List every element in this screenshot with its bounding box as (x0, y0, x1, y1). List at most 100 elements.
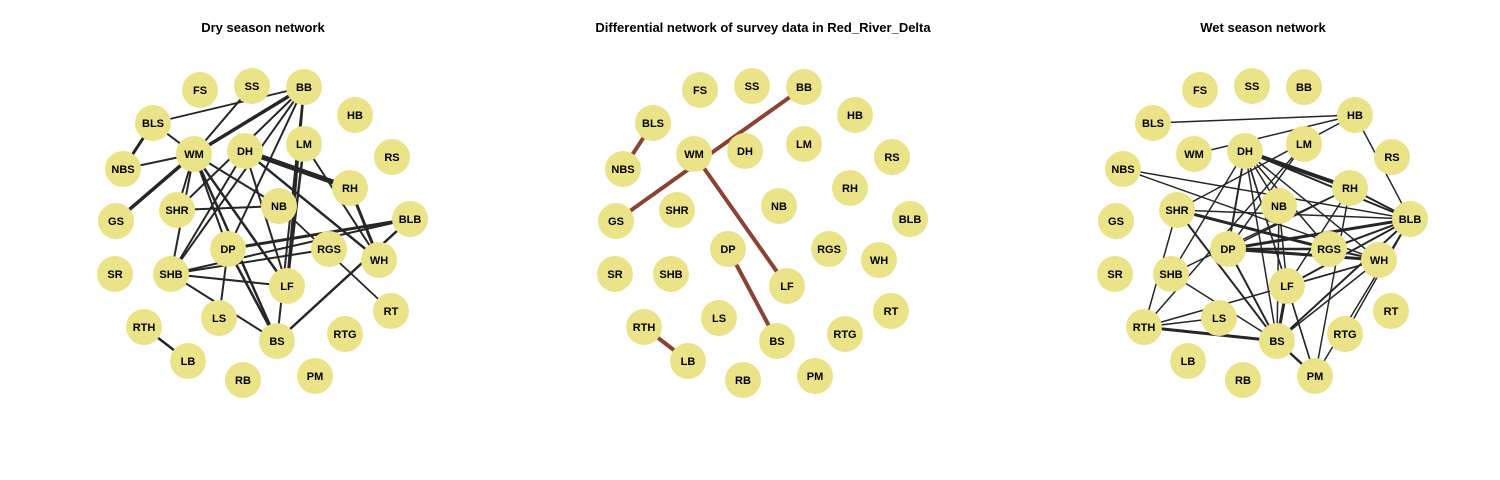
node-bb (286, 69, 322, 105)
node-label-rh: RH (1342, 183, 1358, 195)
node-label-rt: RT (1384, 306, 1399, 318)
edge-blb-pm (1314, 218, 1411, 377)
node-label-ls: LS (212, 313, 226, 325)
node-pm (797, 358, 833, 394)
node-label-bls: BLS (142, 118, 164, 130)
node-label-blb: BLB (1399, 214, 1422, 226)
differential-nodes: FS SS BB HB BLS WM DH LM RS NBS RH GS SHR NB BLB DP RGS W… (597, 68, 928, 398)
node-label-rgs: RGS (817, 244, 841, 256)
node-label-bls: BLS (1142, 118, 1164, 130)
node-label-bs: BS (769, 336, 784, 348)
edge-shr-bs (1176, 209, 1278, 342)
node-bs (1259, 323, 1295, 359)
node-label-ss: SS (1245, 81, 1260, 93)
node-label-shr: SHR (165, 205, 188, 217)
node-rb (725, 362, 761, 398)
edge-dh-lf (244, 150, 288, 287)
node-label-rs: RS (1384, 152, 1399, 164)
node-label-ls: LS (712, 313, 726, 325)
node-rs (1374, 139, 1410, 175)
node-label-bs: BS (1269, 336, 1284, 348)
node-label-rth: RTH (1133, 322, 1156, 334)
node-label-wh: WH (870, 255, 888, 267)
edge-dh-bs (1244, 150, 1278, 342)
node-label-sr: SR (1107, 269, 1122, 281)
node-label-wh: WH (370, 255, 388, 267)
node-ls (1201, 300, 1237, 336)
node-label-fs: FS (193, 85, 207, 97)
node-pm (297, 358, 333, 394)
node-label-dp: DP (720, 244, 735, 256)
node-rs (874, 139, 910, 175)
node-label-blb: BLB (899, 214, 922, 226)
node-label-rh: RH (342, 183, 358, 195)
edge-wm-lf (192, 152, 289, 288)
node-label-ls: LS (1212, 313, 1226, 325)
node-shb (1153, 256, 1189, 292)
node-label-rb: RB (1235, 375, 1251, 387)
node-lf (1269, 268, 1305, 304)
node-label-nb: NB (1271, 201, 1287, 213)
node-lf (769, 268, 805, 304)
node-label-rs: RS (884, 152, 899, 164)
node-label-lf: LF (780, 281, 794, 293)
node-fs (1182, 72, 1218, 108)
node-nb (761, 188, 797, 224)
edge-bls-bb (152, 86, 305, 124)
node-rb (225, 362, 261, 398)
node-wm (1176, 136, 1212, 172)
node-label-lb: LB (681, 356, 696, 368)
node-rth (1126, 309, 1162, 345)
edge-bb-shb (170, 86, 305, 275)
node-label-rs: RS (384, 152, 399, 164)
node-lf (269, 268, 305, 304)
node-label-lm: LM (796, 139, 812, 151)
node-nbs (105, 151, 141, 187)
node-bb (786, 69, 822, 105)
edge-dh-shb (170, 150, 246, 275)
node-sr (1097, 256, 1133, 292)
node-bb (1286, 69, 1322, 105)
edge-shb-lf (170, 273, 288, 287)
edge-dp-blb (226, 217, 412, 251)
node-sr (597, 256, 633, 292)
node-label-gs: GS (108, 216, 124, 228)
node-lm (1286, 126, 1322, 162)
node-label-rth: RTH (133, 322, 156, 334)
node-label-rb: RB (735, 375, 751, 387)
edge-dh-blb (1244, 150, 1411, 220)
node-label-hb: HB (1347, 110, 1363, 122)
node-label-rtg: RTG (1333, 329, 1356, 341)
edge-shr-rgs (1175, 208, 1331, 251)
node-label-rgs: RGS (1317, 244, 1341, 256)
node-lm (786, 126, 822, 162)
node-gs (1098, 203, 1134, 239)
node-label-shr: SHR (665, 205, 688, 217)
node-label-wm: WM (684, 149, 704, 161)
node-bs (259, 323, 295, 359)
node-dh (1227, 133, 1263, 169)
node-label-dh: DH (237, 146, 253, 158)
node-label-rb: RB (235, 375, 251, 387)
node-wh (861, 242, 897, 278)
node-label-pm: PM (1307, 371, 1324, 383)
node-rtg (1327, 316, 1363, 352)
node-rh (1332, 170, 1368, 206)
edge-wm-lf (692, 152, 789, 288)
node-label-bb: BB (1296, 82, 1312, 94)
node-label-rh: RH (842, 183, 858, 195)
node-label-sr: SR (607, 269, 622, 281)
node-label-rt: RT (384, 306, 399, 318)
node-label-shb: SHB (659, 269, 682, 281)
node-blb (1392, 201, 1428, 237)
node-label-bls: BLS (642, 118, 664, 130)
node-rb (1225, 362, 1261, 398)
node-fs (182, 72, 218, 108)
edge-lm-lf (285, 142, 306, 288)
node-label-lm: LM (296, 139, 312, 151)
node-rtg (327, 316, 363, 352)
node-shb (653, 256, 689, 292)
node-label-rtg: RTG (833, 329, 856, 341)
node-label-gs: GS (1108, 216, 1124, 228)
node-dh (227, 133, 263, 169)
